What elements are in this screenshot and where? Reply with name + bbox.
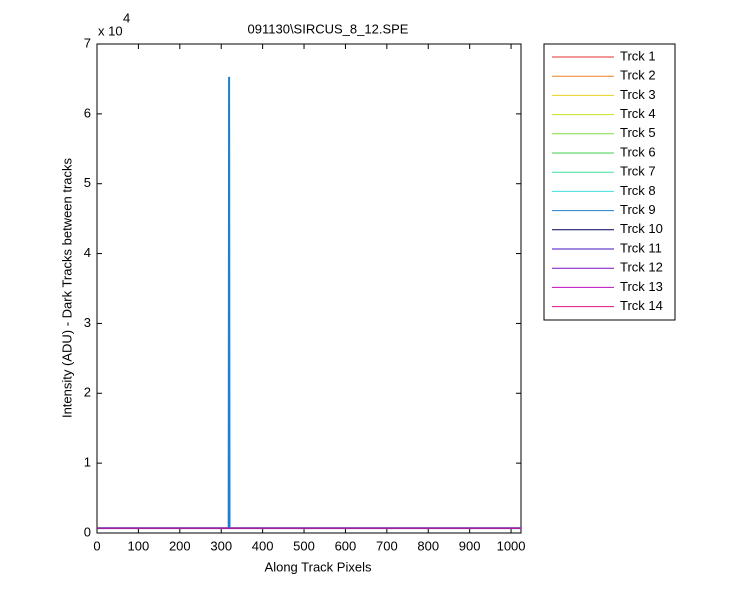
x-tick-label: 100 xyxy=(128,538,150,553)
legend-label: Trck 9 xyxy=(620,202,656,217)
legend-label: Trck 8 xyxy=(620,183,656,198)
y-multiplier-exponent: 4 xyxy=(123,10,130,25)
y-tick-label: 3 xyxy=(84,315,91,330)
y-tick-label: 2 xyxy=(84,385,91,400)
legend-label: Trck 7 xyxy=(620,164,656,179)
x-tick-label: 400 xyxy=(252,538,274,553)
y-axis-label: Intensity (ADU) - Dark Tracks between tr… xyxy=(59,157,74,418)
x-tick-label: 600 xyxy=(335,538,357,553)
x-axis-label: Along Track Pixels xyxy=(265,559,372,574)
x-tick-label: 200 xyxy=(169,538,191,553)
x-tick-label: 900 xyxy=(459,538,481,553)
y-tick-label: 0 xyxy=(84,524,91,539)
x-tick-label: 800 xyxy=(417,538,439,553)
y-tick-label: 1 xyxy=(84,455,91,470)
legend-label: Trck 5 xyxy=(620,125,656,140)
legend-label: Trck 4 xyxy=(620,106,656,121)
legend-label: Trck 10 xyxy=(620,221,663,236)
legend-label: Trck 11 xyxy=(620,240,662,255)
plot-frame xyxy=(96,43,522,534)
y-tick-label: 5 xyxy=(84,175,91,190)
x-tick-label: 500 xyxy=(293,538,315,553)
x-tick-label: 1000 xyxy=(497,538,526,553)
y-tick-label: 7 xyxy=(84,35,91,50)
y-tick-label: 4 xyxy=(84,245,91,260)
legend-label: Trck 13 xyxy=(620,279,663,294)
legend-label: Trck 12 xyxy=(620,260,663,275)
chart-title: 091130\SIRCUS_8_12.SPE xyxy=(248,21,409,36)
y-tick-label: 6 xyxy=(84,105,91,120)
legend-frame xyxy=(543,43,676,321)
legend-label: Trck 14 xyxy=(620,298,663,313)
legend-label: Trck 1 xyxy=(620,48,656,63)
legend-label: Trck 3 xyxy=(620,87,656,102)
y-multiplier: x 10 xyxy=(98,23,123,38)
legend-label: Trck 2 xyxy=(620,68,656,83)
x-tick-label: 0 xyxy=(93,538,100,553)
legend-label: Trck 6 xyxy=(620,144,656,159)
x-tick-label: 700 xyxy=(376,538,398,553)
x-tick-label: 300 xyxy=(210,538,232,553)
